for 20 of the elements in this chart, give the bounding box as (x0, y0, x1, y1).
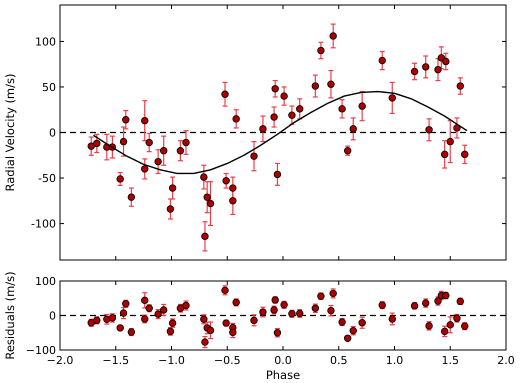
x-tick-label: 0.0 (274, 354, 292, 367)
x-tick-label: 1.5 (442, 354, 459, 367)
x-tick-label: 0.5 (330, 354, 348, 367)
y-tick-label: 50 (42, 80, 56, 94)
y-tick-label: -50 (38, 172, 56, 186)
y-tick-label: −100 (26, 344, 56, 357)
x-tick-label: −1.5 (102, 354, 130, 367)
x-tick-label: −1.0 (158, 354, 185, 367)
y-tick-label: 0 (49, 126, 56, 140)
x-tick-label: −0.5 (214, 354, 241, 367)
y-tick-label: 100 (35, 275, 56, 288)
y-tick-label: 0 (49, 310, 56, 322)
x-tick-label: −2.0 (46, 354, 74, 367)
x-axis-title: Phase (266, 368, 300, 382)
x-tick-label: 2.0 (497, 354, 515, 367)
y-axis-title: Radial Velocity (m/s) (3, 74, 17, 192)
y-tick-label: -100 (31, 218, 56, 231)
y-axis-title: Residuals (m/s) (3, 271, 17, 360)
x-tick-label: 1.0 (386, 354, 404, 367)
y-tick-label: 100 (35, 35, 56, 48)
